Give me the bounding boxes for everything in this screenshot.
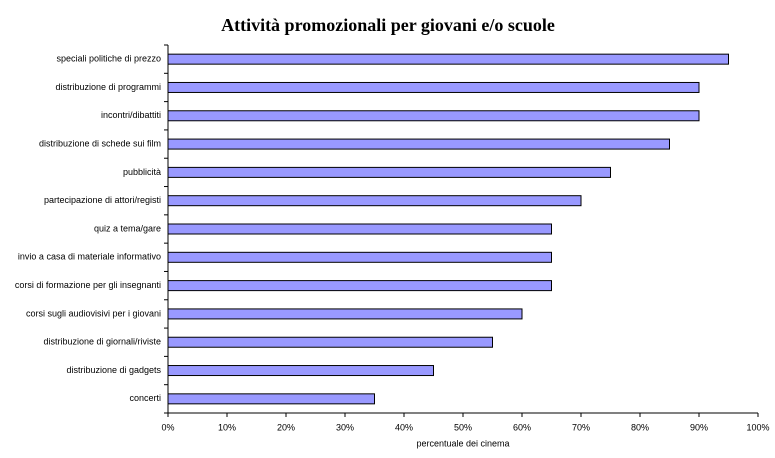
y-tick-label: distribuzione di gadgets — [66, 365, 161, 375]
bar — [167, 138, 670, 150]
bar — [167, 365, 434, 377]
bar — [167, 166, 611, 178]
x-tick-label: 30% — [336, 422, 354, 432]
y-tick-label: distribuzione di giornali/riviste — [43, 337, 161, 347]
x-tick-label: 70% — [572, 422, 590, 432]
bar — [167, 308, 523, 320]
y-tick-label: invio a casa di materiale informativo — [18, 252, 161, 262]
chart-title: Attività promozionali per giovani e/o sc… — [221, 15, 555, 35]
y-tick-label: partecipazione di attori/registi — [44, 195, 161, 205]
y-tick-label: speciali politiche di prezzo — [56, 54, 161, 64]
x-tick-label: 50% — [454, 422, 472, 432]
x-tick-label: 100% — [746, 422, 769, 432]
y-tick-label: pubblicità — [123, 167, 161, 177]
x-tick-label: 80% — [631, 422, 649, 432]
x-tick-label: 60% — [513, 422, 531, 432]
bar — [167, 81, 700, 93]
bar — [167, 393, 375, 405]
bar — [167, 251, 552, 263]
y-tick-label: distribuzione di schede sui film — [39, 138, 161, 148]
y-tick-label: corsi di formazione per gli insegnanti — [15, 280, 161, 290]
y-tick-label: distribuzione di programmi — [55, 82, 161, 92]
y-tick-label: quiz a tema/gare — [94, 223, 161, 233]
y-tick-label: corsi sugli audiovisivi per i giovani — [26, 308, 161, 318]
bar — [167, 195, 582, 207]
bar — [167, 110, 700, 122]
x-tick-label: 20% — [277, 422, 295, 432]
x-tick-label: 0% — [161, 422, 174, 432]
bar — [167, 53, 729, 65]
x-tick-label: 90% — [690, 422, 708, 432]
bar — [167, 223, 552, 235]
x-tick-label: 40% — [395, 422, 413, 432]
x-tick-label: 10% — [218, 422, 236, 432]
bar — [167, 336, 493, 348]
bar — [167, 280, 552, 292]
x-axis-label: percentuale dei cinema — [416, 438, 509, 448]
y-tick-label: concerti — [129, 393, 161, 403]
y-tick-label: incontri/dibattiti — [101, 110, 161, 120]
